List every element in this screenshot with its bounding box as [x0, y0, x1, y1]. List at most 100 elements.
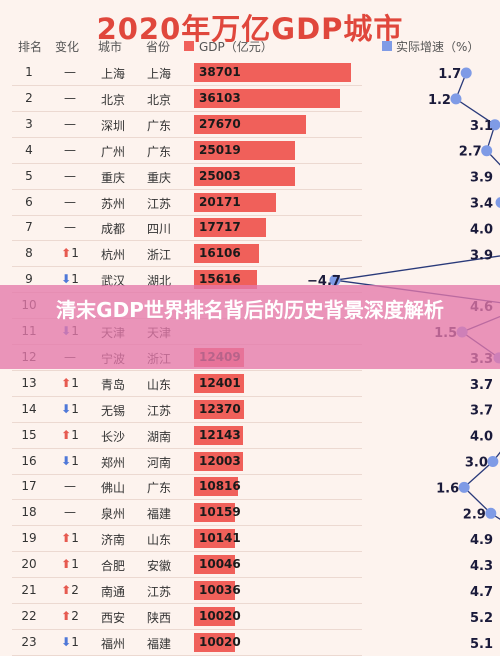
- row-divider: [12, 603, 362, 604]
- city-cell: 佛山: [100, 481, 125, 496]
- gdp-bar: [194, 529, 235, 549]
- change-cell: —: [64, 479, 76, 494]
- change-cell: ⬆1: [50, 557, 90, 571]
- row-divider: [12, 473, 362, 475]
- change-cell: ⬆1: [50, 428, 90, 442]
- arrow-up-icon: ⬆: [61, 531, 72, 546]
- city-cell: 长沙: [100, 429, 125, 444]
- province-cell: 福建: [146, 507, 171, 522]
- growth-value-label: 3.1: [470, 119, 493, 134]
- province-cell: 安徽: [146, 559, 171, 574]
- city-cell: 重庆: [100, 170, 125, 185]
- change-value: 1: [71, 531, 79, 546]
- city-cell: 成都: [100, 222, 125, 237]
- rank-cell: 18: [21, 505, 37, 520]
- growth-value-label: 4.7: [470, 585, 493, 600]
- row-divider: [12, 551, 362, 553]
- city-cell: 西安: [100, 610, 125, 625]
- gdp-bar: [194, 218, 266, 238]
- province-cell: 上海: [146, 67, 171, 81]
- growth-value-label: 3.9: [470, 171, 493, 186]
- city-cell: 武汉: [100, 274, 125, 289]
- province-cell: 湖南: [146, 429, 171, 444]
- city-cell: 无锡: [100, 403, 125, 418]
- growth-value-label: 5.2: [470, 611, 493, 626]
- arrow-down-icon: ⬇: [61, 453, 72, 468]
- gdp-bar: [194, 632, 235, 652]
- gdp-value-label: 16106: [199, 246, 241, 261]
- rank-cell: 20: [21, 557, 37, 572]
- gdp-value-label: 10816: [199, 479, 241, 494]
- province-cell: 广东: [146, 481, 171, 496]
- header-rank: 排名: [18, 40, 43, 54]
- header-change: 变化: [55, 40, 80, 54]
- arrow-up-icon: ⬆: [61, 608, 72, 623]
- city-cell: 福州: [100, 636, 125, 651]
- change-cell: —: [64, 142, 76, 157]
- growth-value-label: 2.7: [459, 145, 482, 160]
- change-cell: ⬆1: [50, 531, 90, 545]
- row-divider: [12, 525, 362, 527]
- arrow-down-icon: ⬇: [61, 634, 72, 649]
- change-cell: ⬇1: [50, 454, 90, 468]
- row-divider: [12, 369, 362, 371]
- city-cell: 郑州: [100, 455, 125, 470]
- change-value: 1: [71, 427, 79, 442]
- province-cell: 江苏: [146, 196, 171, 211]
- row-divider: [12, 654, 362, 656]
- gdp-value-label: 25003: [199, 168, 241, 183]
- city-cell: 济南: [100, 533, 125, 548]
- change-value: 2: [71, 608, 79, 623]
- city-cell: 泉州: [100, 507, 125, 522]
- arrow-up-icon: ⬆: [61, 557, 72, 572]
- change-value: 1: [71, 634, 79, 649]
- growth-value-label: 3.0: [465, 456, 488, 471]
- row-divider: [12, 214, 362, 216]
- gdp-bar: [194, 477, 238, 497]
- row-divider: [12, 395, 362, 397]
- growth-point: [487, 456, 499, 467]
- gdp-value-label: 20171: [199, 194, 241, 209]
- gdp-bar: [194, 451, 243, 471]
- province-cell: 湖北: [146, 274, 171, 289]
- growth-value-label: 4.9: [470, 533, 493, 548]
- arrow-down-icon: ⬇: [61, 401, 72, 416]
- city-cell: 广州: [100, 144, 125, 159]
- rank-cell: 15: [21, 427, 37, 442]
- rank-cell: 14: [21, 401, 37, 416]
- gdp-value-label: 12370: [199, 401, 241, 416]
- rank-cell: 23: [21, 634, 37, 649]
- gdp-bar: [194, 88, 340, 108]
- gdp-value-label: 10020: [199, 608, 241, 623]
- gdp-value-label: 36103: [199, 90, 241, 105]
- province-cell: 陕西: [146, 610, 171, 625]
- city-cell: 上海: [100, 67, 125, 81]
- city-cell: 北京: [100, 92, 125, 107]
- change-value: 1: [71, 557, 79, 572]
- growth-value-label: 3.9: [470, 248, 493, 263]
- rank-cell: 1: [25, 65, 33, 79]
- growth-point: [481, 145, 493, 157]
- province-cell: 北京: [146, 92, 171, 107]
- arrow-down-icon: ⬇: [61, 272, 72, 287]
- rank-cell: 8: [25, 246, 33, 261]
- header-province: 省份: [146, 40, 171, 54]
- growth-point: [458, 481, 470, 493]
- city-cell: 青岛: [100, 377, 125, 392]
- gdp-value-label: 10141: [199, 531, 241, 546]
- rank-cell: 17: [21, 479, 37, 494]
- growth-value-label: 5.1: [470, 637, 493, 652]
- change-value: 1: [71, 401, 79, 416]
- chart-title: 2020年万亿GDP城市: [96, 12, 404, 46]
- change-cell: —: [64, 65, 76, 79]
- province-cell: 河南: [146, 455, 171, 470]
- change-cell: ⬆1: [50, 376, 90, 390]
- row-divider: [12, 162, 362, 164]
- rank-cell: 3: [25, 116, 33, 131]
- change-value: 1: [71, 246, 79, 261]
- legend-growth-swatch: [382, 41, 392, 51]
- gdp-bar: [194, 606, 235, 626]
- arrow-up-icon: ⬆: [61, 375, 72, 390]
- gdp-value-label: 10159: [199, 505, 241, 520]
- city-cell: 苏州: [100, 196, 125, 211]
